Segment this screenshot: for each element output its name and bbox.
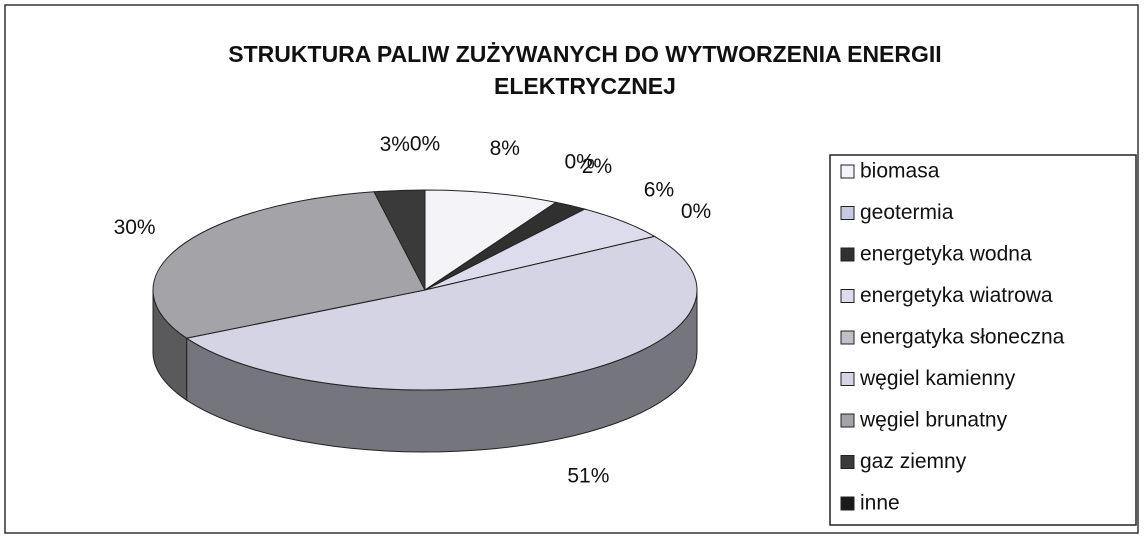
pie-slice (185, 235, 698, 391)
legend-label: energetyka wiatrowa (860, 284, 1053, 307)
legend-label: geotermia (860, 201, 954, 224)
legend-label: inne (860, 492, 900, 515)
legend-box (829, 154, 1137, 526)
legend-label: węgiel brunatny (859, 409, 1008, 432)
legend-swatch (840, 289, 855, 303)
legend-label: gaz ziemny (860, 450, 967, 473)
legend-swatch (840, 206, 855, 220)
pie-slice (424, 189, 558, 291)
legend-swatch (840, 164, 855, 179)
data-label: 2% (582, 155, 612, 178)
legend-swatch (840, 247, 855, 262)
legend-swatch (840, 496, 855, 511)
legend-swatch (840, 413, 855, 428)
legend-label: biomasa (860, 160, 940, 183)
data-label: 6% (644, 178, 674, 201)
data-label: 8% (490, 137, 520, 160)
data-label: 0% (564, 150, 594, 173)
legend-label: energetyka wodna (860, 243, 1032, 266)
legend-swatch (840, 330, 855, 345)
legend-label: węgiel kamienny (859, 367, 1016, 390)
data-label: 0% (410, 133, 440, 156)
legend-swatch (840, 455, 855, 469)
pie-slice (152, 191, 426, 339)
data-label: 3% (380, 133, 410, 156)
data-label: 51% (567, 464, 609, 487)
data-label: 30% (114, 216, 156, 239)
data-label: 0% (681, 200, 711, 223)
chart-title: STRUKTURA PALIW ZUŻYWANYCH DO WYTWORZENI… (228, 41, 942, 99)
legend-label: energatyka słoneczna (860, 326, 1065, 349)
legend-swatch (840, 372, 855, 386)
